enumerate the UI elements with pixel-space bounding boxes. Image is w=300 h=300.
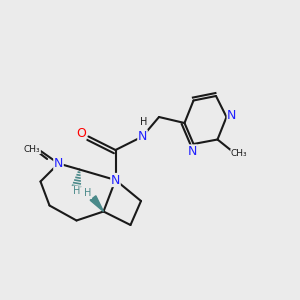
Text: N: N — [111, 173, 120, 187]
Polygon shape — [90, 196, 104, 212]
Text: N: N — [138, 130, 147, 143]
Text: N: N — [54, 157, 63, 170]
Text: CH₃: CH₃ — [24, 145, 40, 154]
Text: H: H — [84, 188, 92, 199]
Text: N: N — [187, 145, 197, 158]
Text: CH₃: CH₃ — [231, 149, 248, 158]
Text: H: H — [73, 186, 80, 196]
Text: O: O — [76, 127, 86, 140]
Text: H: H — [140, 117, 148, 127]
Text: N: N — [227, 109, 237, 122]
